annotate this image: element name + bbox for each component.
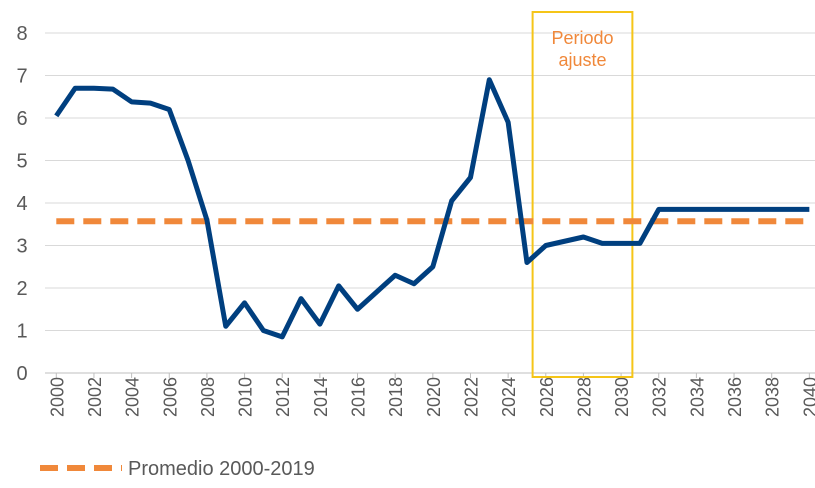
x-tick-label: 2030 — [612, 377, 632, 417]
y-tick-label: 4 — [16, 193, 27, 215]
x-tick-label: 2014 — [311, 377, 331, 417]
y-tick-label: 8 — [16, 23, 27, 45]
annotation-box — [531, 11, 634, 378]
x-tick-label: 2026 — [537, 377, 557, 417]
x-tick-label: 2022 — [461, 377, 481, 417]
x-tick-label: 2012 — [273, 377, 293, 417]
series-line — [54, 77, 810, 340]
x-tick-label: 2018 — [386, 377, 406, 417]
y-tick-label: 6 — [16, 108, 27, 130]
y-tick-label: 0 — [16, 363, 27, 385]
x-tick-label: 2040 — [800, 377, 815, 417]
x-tick-label: 2036 — [725, 377, 745, 417]
legend-label: Promedio 2000-2019 — [128, 458, 315, 480]
annotation-text: Periodo ajuste — [551, 28, 613, 70]
x-tick-label: 2032 — [650, 377, 670, 417]
x-tick-label: 2028 — [574, 377, 594, 417]
x-tick-label: 2024 — [499, 377, 519, 417]
x-tick-label: 2010 — [236, 377, 256, 417]
x-tick-label: 2016 — [349, 377, 369, 417]
x-tick-label: 2020 — [424, 377, 444, 417]
y-tick-label: 2 — [16, 278, 27, 300]
x-tick-label: 2034 — [687, 377, 707, 417]
x-tick-label: 2038 — [763, 377, 783, 417]
x-tick-label: 2006 — [160, 377, 180, 417]
x-tick-label: 2004 — [123, 377, 143, 417]
y-tick-label: 1 — [16, 321, 27, 343]
x-tick-label: 2000 — [47, 377, 67, 417]
y-tick-label: 5 — [16, 151, 27, 173]
y-tick-label: 3 — [16, 236, 27, 258]
x-tick-label: 2008 — [198, 377, 218, 417]
x-tick-label: 2002 — [85, 377, 105, 417]
y-tick-label: 7 — [16, 66, 27, 88]
